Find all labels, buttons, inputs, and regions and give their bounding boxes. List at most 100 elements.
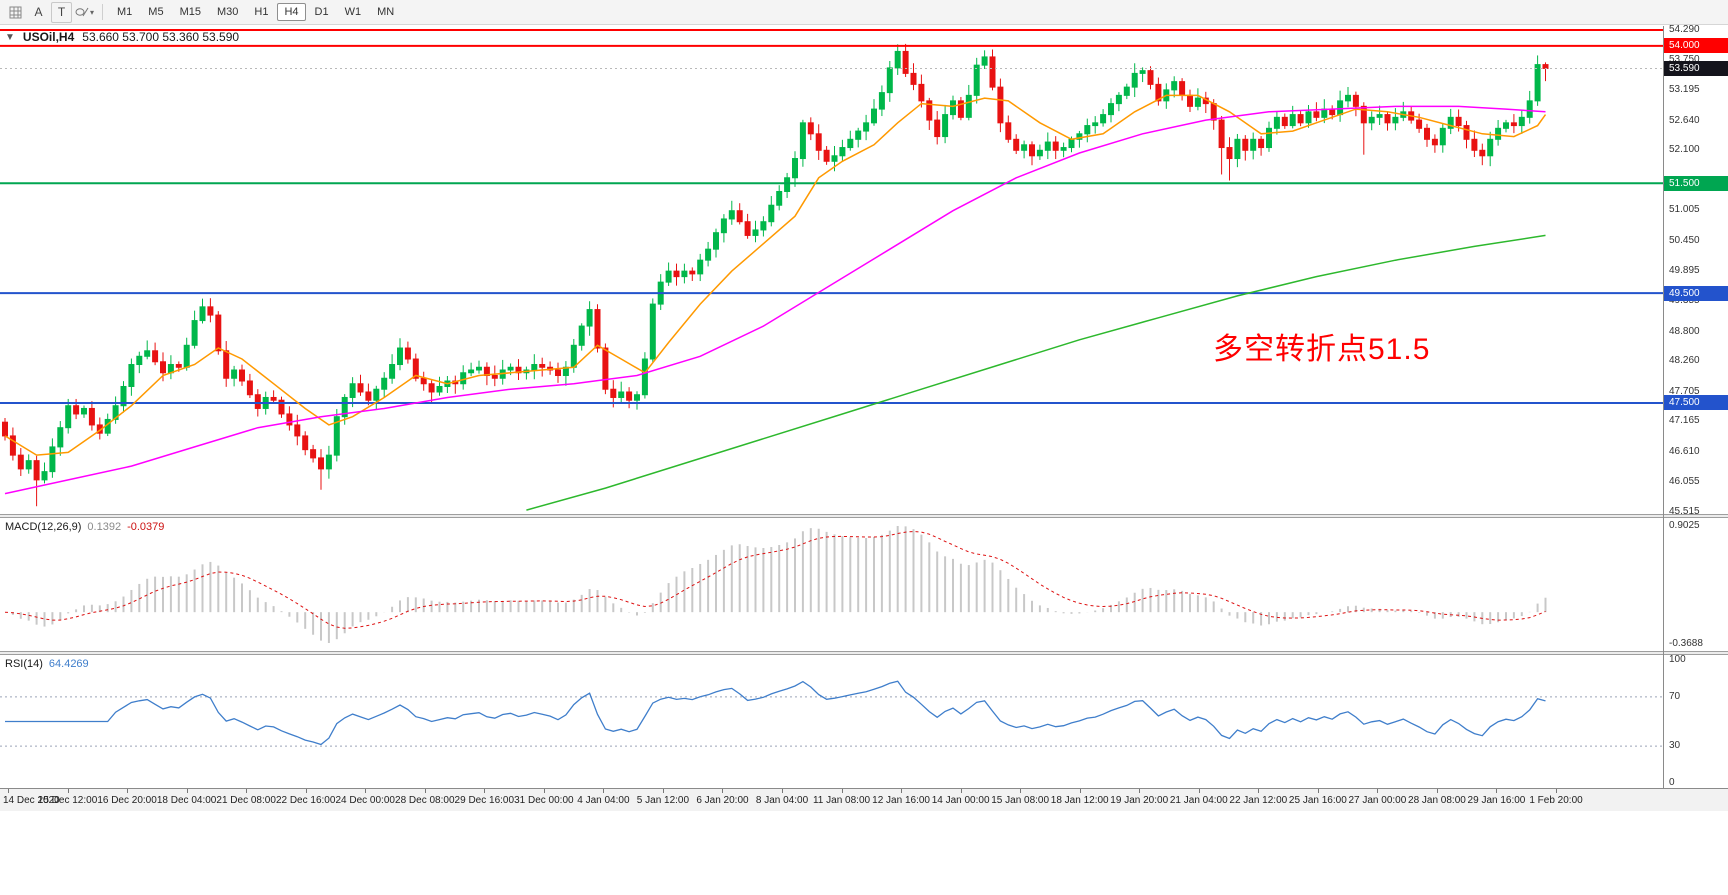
timeframe-w1[interactable]: W1 xyxy=(344,6,362,18)
price-level-badge: 54.000 xyxy=(1664,38,1728,54)
candle xyxy=(1360,105,1367,124)
candle xyxy=(934,119,941,138)
price-tick-label: 47.165 xyxy=(1669,415,1700,427)
timeframe-group: M1 M5 M15 M30 H1 H4 D1 W1 MN xyxy=(109,3,402,21)
candle xyxy=(1005,122,1012,140)
candle xyxy=(531,364,538,371)
candle xyxy=(476,366,482,371)
timeframe-m30[interactable]: M30 xyxy=(216,6,239,18)
candle xyxy=(744,221,751,236)
time-label: 12 Jan 16:00 xyxy=(872,795,930,806)
candle xyxy=(1187,94,1193,107)
ma-mid-line xyxy=(4,105,1546,495)
candle xyxy=(926,100,933,121)
candle xyxy=(1439,127,1446,146)
candle xyxy=(634,394,640,401)
timeframe-d1[interactable]: D1 xyxy=(314,6,329,18)
candle xyxy=(1108,103,1114,116)
text-label-tool-button[interactable]: A xyxy=(34,5,43,19)
candlestick-plot[interactable] xyxy=(0,26,1663,514)
timeframe-m5[interactable]: M5 xyxy=(148,6,164,18)
candle xyxy=(1495,127,1502,140)
grid-tool-icon[interactable] xyxy=(5,2,26,23)
candle xyxy=(555,369,561,377)
timeframe-h4[interactable]: H4 xyxy=(277,3,306,21)
price-tick-label: 50.450 xyxy=(1669,234,1700,246)
panel-divider[interactable] xyxy=(0,514,1728,518)
candle xyxy=(997,86,1004,124)
panel-divider[interactable] xyxy=(0,651,1728,655)
candle xyxy=(1463,125,1470,140)
rsi-panel[interactable]: RSI(14) 64.4269 xyxy=(0,655,1663,788)
time-tick xyxy=(127,789,129,793)
candle xyxy=(815,133,822,151)
price-axis[interactable]: 54.290 53.750 53.195 52.640 52.100 51.005 50.4… xyxy=(1664,24,1728,788)
time-label: 31 Dec 00:00 xyxy=(514,795,574,806)
annotation-text[interactable]: 多空转折点51.5 xyxy=(1213,333,1431,366)
candle xyxy=(294,424,301,437)
candle xyxy=(950,100,956,116)
candle xyxy=(88,407,95,426)
candle xyxy=(1431,138,1438,146)
time-tick xyxy=(8,789,9,793)
price-chart-panel[interactable]: ▼ USOil,H4 53.660 53.700 53.360 53.590 多… xyxy=(0,26,1663,514)
candle xyxy=(2,421,8,437)
time-label: 22 Jan 12:00 xyxy=(1229,795,1288,806)
candle xyxy=(1139,70,1146,74)
time-tick xyxy=(1436,789,1438,793)
candle xyxy=(136,355,143,366)
rsi-label: RSI(14) 64.4269 xyxy=(5,658,89,670)
time-label: 18 Dec 04:00 xyxy=(156,795,217,806)
price-tick-label: 47.705 xyxy=(1669,385,1700,397)
text-tool-button[interactable]: T xyxy=(51,1,72,23)
time-tick xyxy=(305,789,307,793)
candle xyxy=(25,460,32,470)
candle xyxy=(973,64,980,96)
candle xyxy=(1297,114,1304,124)
candle xyxy=(1305,111,1312,124)
timeframe-m1[interactable]: M1 xyxy=(117,6,133,18)
candle xyxy=(1289,114,1296,127)
candle xyxy=(1273,116,1280,129)
candle xyxy=(278,399,285,415)
candle xyxy=(17,454,24,470)
candle xyxy=(491,375,498,379)
ma-slow-line xyxy=(526,234,1546,511)
candle xyxy=(1321,108,1328,118)
candle xyxy=(349,383,356,398)
macd-main-value: 0.1392 xyxy=(87,521,122,533)
candle xyxy=(1036,149,1043,157)
candle xyxy=(286,413,293,426)
timeframe-h1[interactable]: H1 xyxy=(254,6,269,18)
candle xyxy=(1266,127,1272,149)
time-axis[interactable]: 14 Dec 2020 15 Dec 12:00 16 Dec 20:00 18 De… xyxy=(0,788,1728,811)
time-tick xyxy=(1377,789,1379,793)
candle xyxy=(1526,100,1533,118)
candle xyxy=(1021,144,1028,151)
rsi-plot[interactable] xyxy=(0,655,1663,788)
one-click-trading-arrow-icon[interactable]: ▼ xyxy=(5,31,15,43)
time-tick xyxy=(246,789,248,793)
candle xyxy=(839,147,846,157)
timeframe-mn[interactable]: MN xyxy=(377,6,395,18)
candle xyxy=(9,435,16,456)
time-tick xyxy=(67,789,69,793)
candle xyxy=(428,383,435,393)
shapes-tool-button[interactable]: ▾ xyxy=(74,2,95,23)
candle xyxy=(1226,147,1233,160)
chevron-down-icon: ▾ xyxy=(90,7,95,17)
candle xyxy=(333,416,340,456)
price-tick-label: 48.260 xyxy=(1669,355,1700,367)
candle xyxy=(855,130,862,140)
macd-panel[interactable]: MACD(12,26,9) 0.1392 -0.0379 xyxy=(0,518,1663,651)
price-tick-label: 53.750 xyxy=(1669,53,1700,65)
candle xyxy=(412,358,419,379)
candle xyxy=(1131,72,1138,88)
timeframe-m15[interactable]: M15 xyxy=(179,6,201,18)
candle xyxy=(697,259,704,275)
candle xyxy=(1471,138,1478,151)
candle xyxy=(760,221,767,231)
candle xyxy=(626,391,633,401)
candle xyxy=(1084,125,1091,135)
macd-plot[interactable] xyxy=(0,518,1663,651)
